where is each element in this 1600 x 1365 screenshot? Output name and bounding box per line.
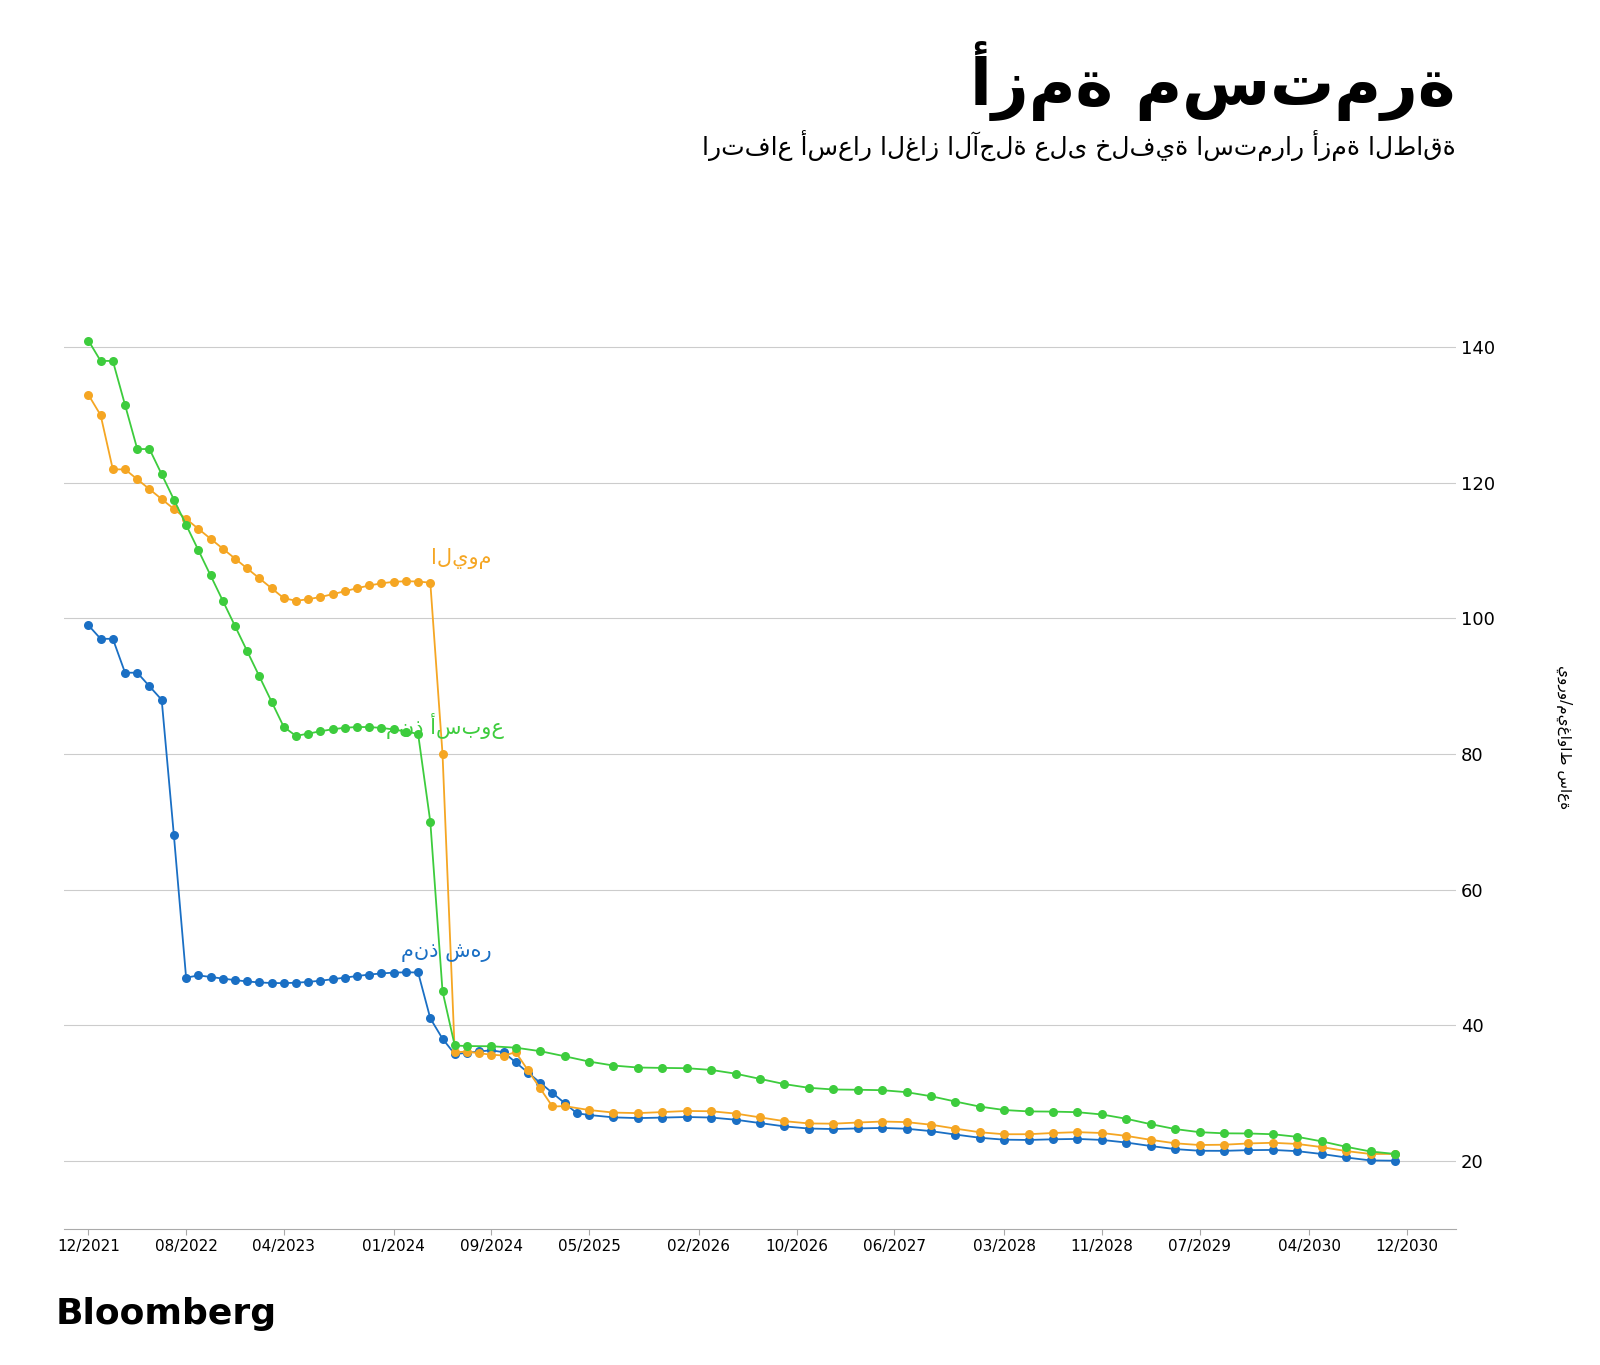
Y-axis label: يورو/ميغاواط ساعة: يورو/ميغاواط ساعة (1557, 665, 1573, 809)
Text: أزمة مستمرة: أزمة مستمرة (971, 41, 1456, 121)
Text: ارتفاع أسعار الغاز الآجلة على خلفية استمرار أزمة الطاقة: ارتفاع أسعار الغاز الآجلة على خلفية استم… (702, 130, 1456, 161)
Text: منذ أسبوع: منذ أسبوع (386, 713, 504, 738)
Text: منذ شهر: منذ شهر (400, 942, 491, 962)
Text: اليوم: اليوم (430, 549, 491, 569)
Text: Bloomberg: Bloomberg (56, 1297, 277, 1331)
